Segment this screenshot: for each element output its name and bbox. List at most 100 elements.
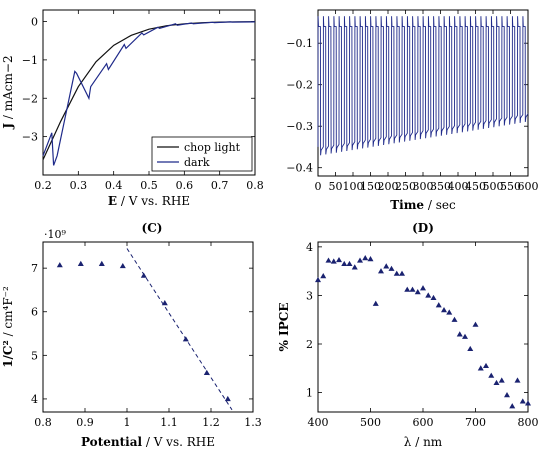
panel-c-xtick-label: 1.3 <box>244 416 262 429</box>
panel-b-xtick-label: 300 <box>413 180 434 193</box>
panel-d-frame <box>317 241 529 413</box>
data-point <box>509 403 516 409</box>
panel-a: 0.2 0.3 0.4 0.5 0.6 0.7 0.80−1−2−3 J / mAcm−2 … <box>1 9 264 208</box>
panel-b-xtick-label: 600 <box>518 180 539 193</box>
data-point <box>388 265 395 271</box>
panel-b-xtick-label: 450 <box>465 180 486 193</box>
data-point <box>161 300 168 306</box>
panel-c-ticks: 0.8 0.9 1 1.1 1.2 1.3 4 5 6 7 <box>31 242 262 429</box>
data-point <box>372 300 379 306</box>
data-point <box>451 316 458 322</box>
panel-c-ylabel: 1/C² / cm⁴F⁻² <box>1 286 15 368</box>
data-point <box>77 260 84 266</box>
panel-b-ytick-label: −0.1 <box>286 37 313 50</box>
data-point <box>462 333 468 339</box>
data-point <box>430 294 437 301</box>
panel-b-xtick-label: 500 <box>483 180 504 193</box>
panel-b-xtick-label: 200 <box>378 180 399 193</box>
panel-a-xtick-label: 0.8 <box>246 179 264 192</box>
panel-d-label: (D) <box>412 221 434 235</box>
panel-c-fit-line <box>126 248 233 411</box>
panel-d-xtick-label: 600 <box>413 416 434 429</box>
panel-a-ytick-label: −2 <box>22 92 38 105</box>
data-point <box>435 302 442 308</box>
panel-a-xtick-label: 0.4 <box>105 179 123 192</box>
panel-c-label: (C) <box>142 221 163 235</box>
panel-d-ticks: 400 500 600 700 800 1 2 3 4 <box>306 241 539 429</box>
data-point <box>224 395 231 402</box>
data-point <box>367 256 374 262</box>
data-point <box>467 345 474 352</box>
panel-b-xtick-label: 250 <box>395 180 416 193</box>
data-point <box>493 379 500 386</box>
legend-label-chop-light: chop light <box>184 141 241 154</box>
series-dark <box>42 21 256 166</box>
panel-a-curves <box>42 21 256 166</box>
data-point <box>446 309 453 315</box>
panel-d-ytick-label: 4 <box>306 241 313 254</box>
panel-c-xtick-label: 1.1 <box>160 416 178 429</box>
data-point <box>351 264 358 270</box>
panel-c-ytick-label: 7 <box>31 262 38 275</box>
panel-b-xlabel: Time / sec <box>390 198 456 212</box>
panel-b-xtick-label: 400 <box>448 180 469 193</box>
panel-a-ytick-label: 0 <box>31 16 38 29</box>
panel-b-xtick-label: 150 <box>360 180 381 193</box>
panel-b-ytick-label: −0.2 <box>286 79 313 92</box>
data-point <box>498 377 505 383</box>
panel-c-ytick-label: 4 <box>31 393 38 406</box>
panel-a-legend: chop light dark <box>151 136 253 172</box>
data-point <box>56 262 63 268</box>
panel-b-photocurrent-trace <box>317 16 529 156</box>
panel-c-xtick-label: 0.8 <box>34 416 52 429</box>
panel-d-ytick-label: 1 <box>306 387 313 400</box>
panel-c-xtick-label: 0.9 <box>76 416 94 429</box>
data-point <box>119 262 126 269</box>
panel-d-ylabel: % IPCE <box>277 303 291 352</box>
panel-d-xtick-label: 700 <box>465 416 486 429</box>
panel-a-ylabel: J / mAcm−2 <box>1 55 15 129</box>
data-point <box>488 372 495 378</box>
data-point <box>336 256 342 263</box>
panel-a-xtick-label: 0.6 <box>176 179 194 192</box>
panel-a-xtick-label: 0.7 <box>211 179 229 192</box>
data-point <box>514 377 521 383</box>
panel-d-ytick-label: 2 <box>306 338 313 351</box>
data-point <box>341 260 348 267</box>
panel-c-xtick-label: 1 <box>124 416 131 429</box>
panel-c-frame <box>42 241 254 413</box>
panel-c-ytick-label: 6 <box>31 306 38 319</box>
data-point <box>525 400 531 406</box>
data-point <box>346 260 353 267</box>
panel-d-xtick-label: 500 <box>360 416 381 429</box>
data-point <box>414 289 421 295</box>
data-point <box>315 276 321 283</box>
panel-d-xtick-label: 800 <box>518 416 539 429</box>
panel-d-ytick-label: 3 <box>306 289 313 302</box>
panel-d-points <box>315 255 531 409</box>
panel-c-points <box>56 260 231 402</box>
data-point <box>504 392 510 398</box>
panel-c-ytick-label: 5 <box>31 349 38 362</box>
panel-a-xtick-label: 0.3 <box>70 179 88 192</box>
data-point <box>472 321 479 327</box>
data-point <box>483 362 489 369</box>
data-point <box>425 292 432 298</box>
data-point <box>404 286 411 292</box>
data-point <box>203 369 210 375</box>
panel-b-xtick-label: 0 <box>315 180 322 193</box>
panel-b-ytick-label: −0.4 <box>286 162 313 175</box>
panel-b-xtick-label: 100 <box>343 180 364 193</box>
panel-c-multiplier: ·10⁹ <box>44 228 66 241</box>
panel-d-xtick-label: 400 <box>308 416 329 429</box>
data-point <box>325 257 332 263</box>
data-point <box>378 268 384 274</box>
data-point <box>383 263 390 269</box>
panel-a-xtick-label: 0.2 <box>34 179 52 192</box>
data-point <box>519 398 526 404</box>
data-point <box>441 307 447 313</box>
data-point <box>330 258 337 264</box>
data-point <box>399 270 405 276</box>
